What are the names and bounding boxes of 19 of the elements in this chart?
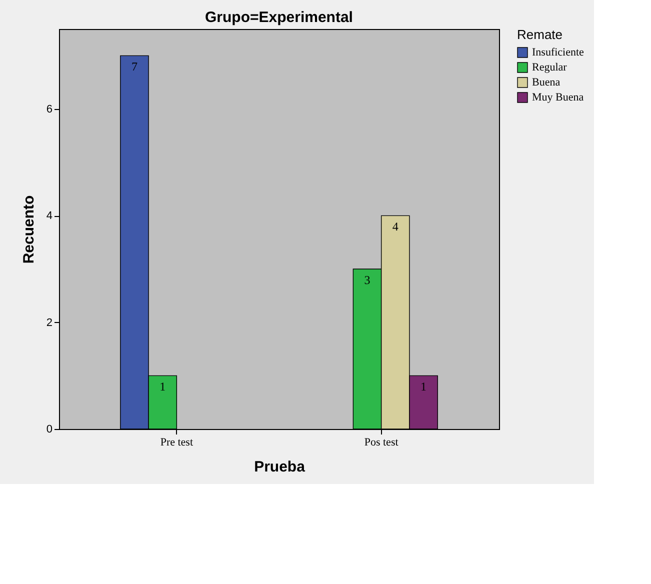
y-tick-label: 0 bbox=[46, 424, 52, 436]
x-tick-label: Pre test bbox=[160, 436, 194, 448]
data-label: 3 bbox=[364, 273, 370, 287]
legend-label: Insuficiente bbox=[532, 46, 584, 58]
legend-label: Buena bbox=[532, 76, 560, 88]
y-tick-label: 4 bbox=[46, 210, 52, 222]
chart-title: Grupo=Experimental bbox=[205, 9, 353, 26]
x-axis-title: Prueba bbox=[254, 458, 306, 476]
legend-label: Muy Buena bbox=[532, 92, 584, 104]
data-label: 4 bbox=[392, 220, 398, 234]
x-tick-label: Pos test bbox=[364, 436, 398, 448]
data-label: 7 bbox=[131, 60, 138, 74]
y-axis-title: Recuento bbox=[20, 195, 38, 264]
legend-title: Remate bbox=[517, 27, 563, 42]
y-tick-label: 2 bbox=[46, 316, 52, 329]
data-label: 1 bbox=[160, 380, 166, 394]
y-tick-label: 6 bbox=[46, 104, 52, 116]
data-label: 1 bbox=[420, 380, 427, 394]
legend-label: Regular bbox=[532, 62, 568, 74]
